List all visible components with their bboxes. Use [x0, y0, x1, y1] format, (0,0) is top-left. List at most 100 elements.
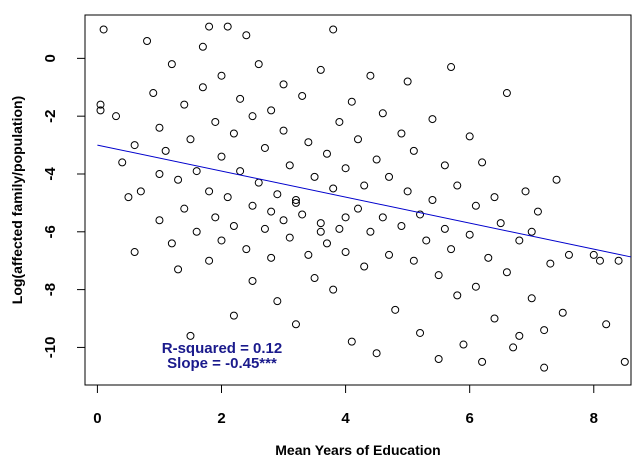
y-tick-label: -4: [42, 167, 59, 181]
point: [155, 216, 164, 225]
point: [217, 71, 226, 80]
point: [453, 181, 462, 190]
point: [329, 285, 338, 294]
point: [161, 146, 170, 155]
point: [291, 196, 300, 204]
point: [217, 236, 226, 245]
point: [434, 271, 443, 280]
point: [366, 71, 375, 80]
point: [378, 109, 387, 118]
point: [174, 265, 183, 274]
trend-line: [97, 144, 632, 258]
point: [440, 161, 449, 170]
y-tick-label: -8: [42, 283, 59, 296]
point: [192, 227, 201, 236]
point: [118, 158, 127, 167]
point: [248, 201, 257, 210]
point: [409, 256, 418, 265]
point: [527, 294, 536, 303]
point: [267, 207, 276, 216]
point: [440, 224, 449, 233]
point: [447, 245, 456, 254]
point: [192, 167, 201, 176]
point: [354, 204, 362, 213]
point: [509, 343, 518, 352]
point: [347, 337, 356, 346]
point: [552, 175, 561, 184]
point: [614, 256, 623, 265]
point: [471, 201, 480, 210]
point: [409, 146, 418, 155]
point: [391, 305, 400, 314]
point: [546, 259, 555, 268]
x-tick-label: 2: [217, 410, 225, 427]
point: [447, 63, 456, 72]
point: [602, 320, 611, 329]
point: [502, 89, 511, 98]
point: [273, 190, 282, 199]
point: [211, 117, 220, 126]
point: [198, 83, 207, 92]
point: [453, 291, 462, 300]
point: [174, 175, 183, 184]
x-tick-label: 4: [341, 410, 350, 427]
point: [316, 219, 325, 228]
point: [130, 141, 139, 150]
y-tick-label: -6: [42, 225, 59, 238]
point: [211, 213, 220, 222]
y-axis-label: Log(affected family/population): [9, 96, 25, 304]
point: [316, 227, 325, 236]
point: [236, 167, 245, 176]
point: [124, 193, 133, 202]
point: [285, 233, 294, 242]
point: [279, 216, 288, 225]
point: [385, 172, 394, 181]
point: [378, 213, 387, 222]
point: [229, 129, 238, 138]
point: [298, 91, 307, 100]
x-tick-label: 8: [590, 410, 598, 427]
point: [217, 152, 226, 161]
point: [205, 187, 214, 196]
point: [96, 106, 105, 115]
point: [403, 77, 412, 86]
point: [205, 22, 214, 31]
annotation: Slope = -0.45***: [167, 355, 277, 372]
point: [459, 340, 468, 349]
point: [180, 204, 189, 213]
point: [167, 239, 176, 248]
point: [242, 245, 251, 254]
point: [229, 222, 238, 231]
point: [385, 250, 394, 259]
point: [112, 112, 121, 121]
point: [490, 193, 499, 202]
point: [478, 158, 487, 167]
point: [465, 230, 474, 239]
point: [341, 213, 350, 222]
point: [428, 196, 437, 204]
point: [143, 37, 152, 46]
point: [267, 106, 276, 115]
plot-frame: [84, 14, 632, 386]
point: [229, 311, 238, 320]
point: [186, 331, 195, 340]
point: [205, 256, 214, 265]
point: [267, 253, 276, 262]
point: [471, 282, 480, 291]
point: [360, 181, 369, 190]
point: [310, 172, 319, 181]
point: [167, 60, 176, 69]
point: [242, 31, 251, 40]
point: [99, 25, 108, 34]
point: [484, 253, 493, 262]
point: [291, 320, 300, 329]
point: [515, 331, 524, 340]
point: [329, 184, 338, 193]
point: [372, 349, 381, 358]
point: [260, 143, 269, 152]
point: [254, 60, 263, 69]
point: [540, 363, 549, 372]
point: [155, 169, 164, 178]
point: [149, 89, 158, 98]
point: [558, 308, 567, 317]
